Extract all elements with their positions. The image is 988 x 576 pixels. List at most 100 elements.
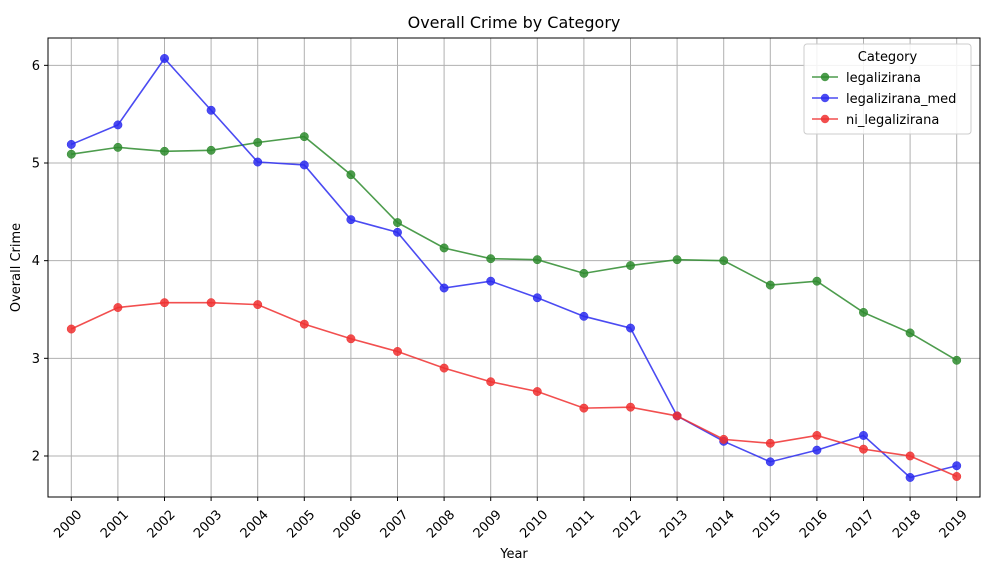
- x-tick-label: 2016: [797, 507, 831, 541]
- series-legalizirana: [66, 132, 962, 365]
- x-tick-label: 2018: [890, 507, 924, 541]
- x-tick-label: 2002: [145, 507, 179, 541]
- data-point: [905, 451, 915, 461]
- x-axis-label: Year: [499, 547, 528, 562]
- series-line: [70, 301, 958, 478]
- data-point: [299, 319, 309, 329]
- data-point: [113, 142, 123, 152]
- y-tick-label: 3: [32, 352, 40, 367]
- legend-title: Category: [858, 50, 918, 65]
- data-point: [346, 170, 356, 180]
- legend-item: legalizirana_med: [812, 92, 956, 107]
- data-point: [160, 298, 169, 308]
- data-point: [160, 54, 169, 63]
- series-ni_legalizirana: [66, 298, 962, 481]
- legend-swatch-marker: [820, 114, 830, 124]
- data-point: [812, 431, 822, 440]
- data-point: [765, 280, 775, 290]
- data-point: [579, 268, 589, 278]
- x-tick-label: 2003: [191, 507, 225, 541]
- x-tick-label: 2006: [331, 507, 365, 541]
- data-point: [393, 227, 402, 237]
- x-tick-label: 2004: [238, 507, 272, 541]
- chart-title: Overall Crime by Category: [408, 13, 621, 32]
- data-point: [439, 243, 449, 253]
- series-line: [71, 135, 958, 361]
- data-point: [206, 145, 216, 155]
- x-tick-label: 2001: [98, 507, 132, 541]
- data-point: [952, 461, 962, 471]
- data-point: [672, 411, 682, 421]
- x-tick-label: 2019: [937, 507, 971, 541]
- series-lines: [66, 54, 962, 482]
- x-tick-label: 2012: [611, 507, 645, 541]
- data-point: [765, 457, 775, 467]
- data-point: [672, 255, 682, 265]
- data-point: [859, 431, 868, 440]
- data-point: [626, 323, 635, 333]
- data-point: [719, 434, 729, 444]
- data-point: [299, 160, 309, 170]
- x-tick-label: 2007: [378, 507, 412, 541]
- x-tick-label: 2005: [284, 507, 318, 541]
- data-point: [66, 149, 76, 159]
- x-tick-label: 2009: [471, 507, 505, 541]
- data-point: [66, 139, 76, 149]
- y-tick-label: 4: [32, 254, 40, 269]
- y-axis-label: Overall Crime: [9, 223, 24, 312]
- data-point: [905, 473, 915, 482]
- legend-items: legalizirana legalizirana_med ni_legalizir…: [812, 71, 956, 128]
- x-tick-label: 2008: [424, 507, 458, 541]
- data-point: [439, 363, 449, 373]
- y-tick-label: 5: [32, 157, 40, 172]
- data-point: [206, 105, 216, 115]
- data-point: [486, 377, 496, 387]
- data-point: [719, 256, 729, 266]
- data-point: [346, 215, 356, 225]
- data-point: [486, 254, 496, 264]
- data-point: [486, 276, 496, 286]
- x-tick-label: 2013: [657, 507, 691, 541]
- data-point: [439, 283, 449, 293]
- x-tick-label: 2010: [517, 507, 551, 541]
- data-point: [812, 445, 822, 455]
- data-point: [393, 347, 402, 356]
- x-tick-label: 2000: [51, 507, 85, 541]
- data-point: [253, 300, 263, 310]
- data-point: [532, 387, 542, 396]
- data-point: [952, 472, 962, 481]
- legend-swatch-marker: [820, 93, 830, 103]
- x-tick-label: 2017: [844, 507, 878, 541]
- data-point: [765, 438, 775, 448]
- series-line: [70, 57, 957, 479]
- y-tick-label: 6: [32, 59, 40, 74]
- legend-swatch-marker: [820, 72, 830, 82]
- data-point: [579, 311, 589, 321]
- data-point: [113, 303, 123, 312]
- y-tick-label: 2: [32, 449, 40, 464]
- data-point: [253, 138, 263, 147]
- legend: Category legalizirana legalizirana_med ni_…: [803, 43, 972, 135]
- data-point: [859, 307, 868, 317]
- data-point: [579, 403, 589, 413]
- x-tick-label: 2015: [750, 507, 784, 541]
- data-point: [859, 444, 868, 454]
- plot-frame: [47, 37, 981, 498]
- x-tick-label: 2014: [704, 507, 738, 541]
- data-point: [626, 402, 635, 412]
- legend-label: ni_legalizirana: [846, 113, 939, 128]
- data-point: [253, 157, 263, 167]
- data-point: [346, 334, 356, 344]
- data-point: [206, 298, 216, 308]
- series-legalizirana_med: [66, 54, 962, 482]
- legend-label: legalizirana: [846, 71, 921, 86]
- x-tick-label: 2011: [564, 507, 598, 541]
- data-point: [532, 255, 542, 265]
- legend-box: [803, 43, 972, 135]
- data-point: [532, 293, 542, 303]
- data-point: [160, 146, 169, 156]
- data-point: [952, 355, 962, 365]
- legend-label: legalizirana_med: [846, 92, 956, 107]
